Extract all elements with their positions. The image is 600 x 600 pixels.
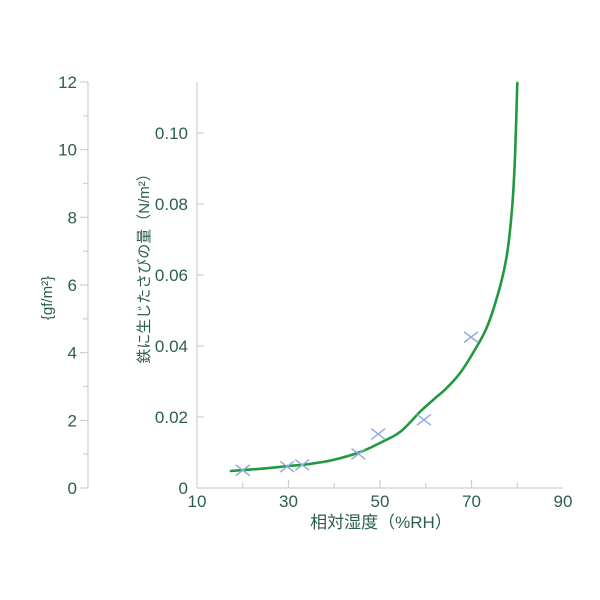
x-tick-label: 10 [188,492,207,511]
x-marker-stroke [235,464,250,476]
y-inner-tick-label: 0.02 [155,408,188,427]
rust-curve [229,81,519,473]
data-point-x-marker [416,414,432,426]
x-marker-stroke [463,331,479,343]
axes-group: 10 30 50 70 90 0 0.02 0.04 0.06 0.08 0.10 0 2 4 6 8 10 12 [58,73,572,511]
y-outer-tick-label: 8 [68,208,77,227]
x-marker-stroke [370,428,386,440]
y-outer-tick-label: 6 [68,276,77,295]
x-marker-stroke [351,448,366,460]
measured-points [235,331,479,476]
y-outer-tick-label: 4 [68,344,77,363]
y-inner-axis-title: 鉄に生じたさびの量（N/m²） [136,166,153,364]
x-marker-stroke [416,414,432,426]
data-point-x-marker [294,459,310,471]
x-tick-label: 50 [371,492,390,511]
x-tick-label: 70 [462,492,481,511]
y-inner-tick-label: 0.06 [155,266,188,285]
x-axis-title: 相対湿度（%RH） [310,513,452,532]
y-outer-tick-label: 0 [68,479,77,498]
y-inner-tick-label: 0.10 [155,124,188,143]
y-inner-tick-label: 0.04 [155,337,188,356]
data-point-x-marker [279,460,295,473]
x-marker-stroke [279,460,295,473]
x-tick-label: 30 [279,492,298,511]
x-tick-label: 90 [554,492,573,511]
y-outer-tick-label: 12 [58,73,77,92]
y-inner-tick-label: 0.08 [155,195,188,214]
series-group [229,81,519,476]
data-point-x-marker [351,448,366,460]
y-outer-tick-label: 10 [58,141,77,160]
x-marker-stroke [294,459,310,471]
data-point-x-marker [463,331,479,343]
data-point-x-marker [370,428,386,440]
titles-group: 相対湿度（%RH） 鉄に生じたさびの量（N/m²） {gf/m²} [39,166,452,532]
data-point-x-marker [235,464,250,476]
y-inner-tick-label: 0 [179,479,188,498]
y-outer-tick-label: 2 [68,411,77,430]
y-outer-axis-title: {gf/m²} [39,276,56,320]
